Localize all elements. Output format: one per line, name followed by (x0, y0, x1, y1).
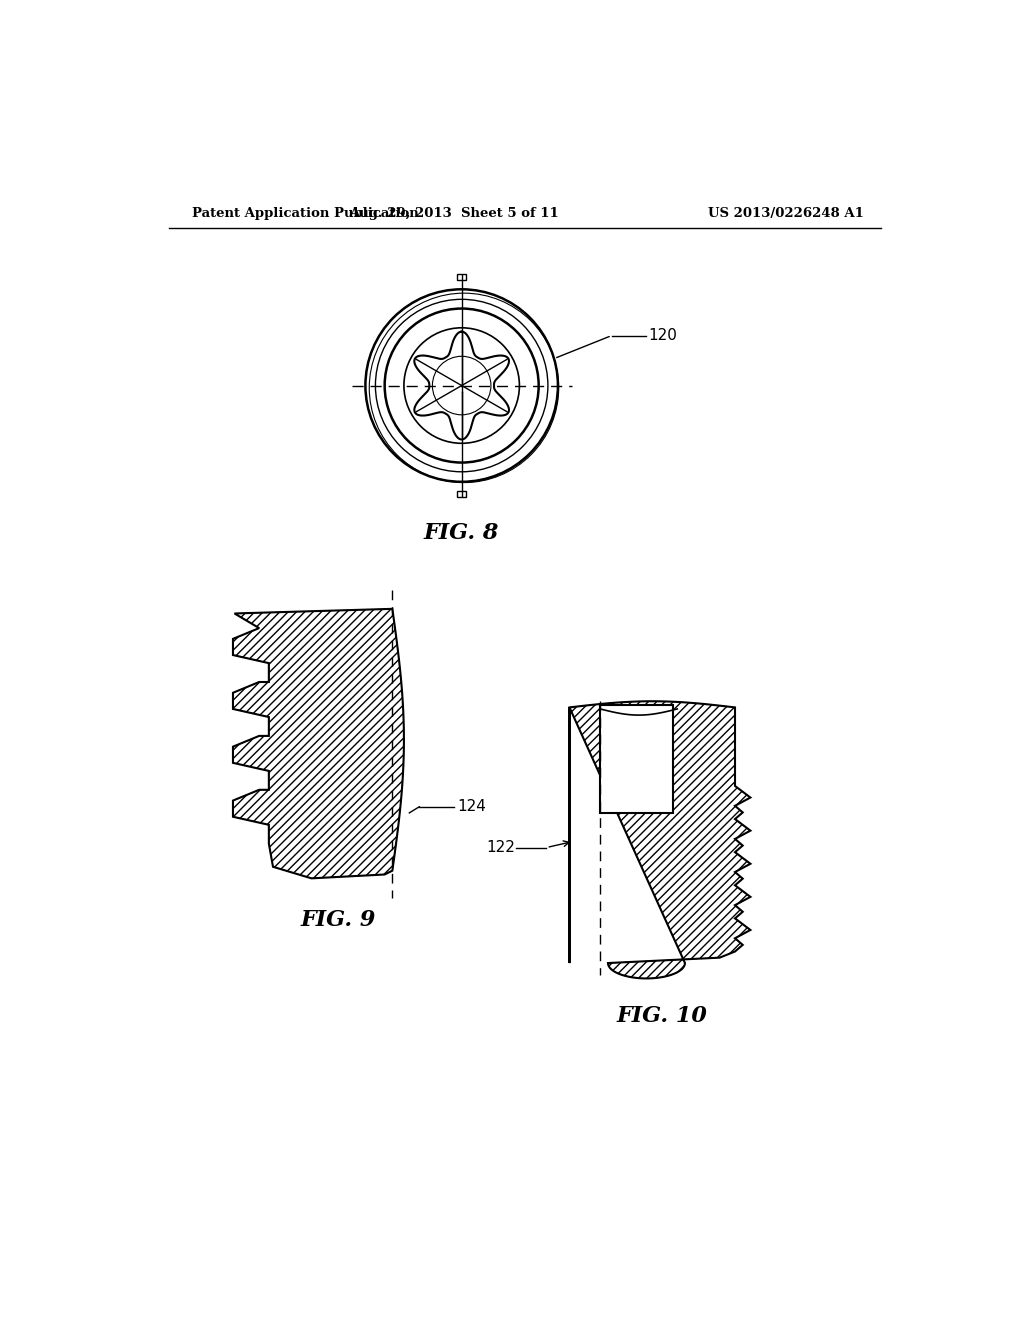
Polygon shape (569, 701, 751, 978)
Polygon shape (600, 705, 674, 813)
Bar (457, 275, 466, 280)
Text: 122: 122 (486, 840, 515, 855)
Text: Aug. 29, 2013  Sheet 5 of 11: Aug. 29, 2013 Sheet 5 of 11 (349, 207, 559, 220)
Bar (457, 491, 466, 498)
Text: Patent Application Publication: Patent Application Publication (193, 207, 419, 220)
Text: FIG. 9: FIG. 9 (301, 909, 376, 931)
Text: 120: 120 (649, 327, 678, 343)
Text: US 2013/0226248 A1: US 2013/0226248 A1 (708, 207, 864, 220)
Text: FIG. 10: FIG. 10 (616, 1006, 708, 1027)
Text: 124: 124 (457, 799, 486, 814)
Polygon shape (233, 609, 403, 878)
Text: FIG. 8: FIG. 8 (424, 521, 500, 544)
